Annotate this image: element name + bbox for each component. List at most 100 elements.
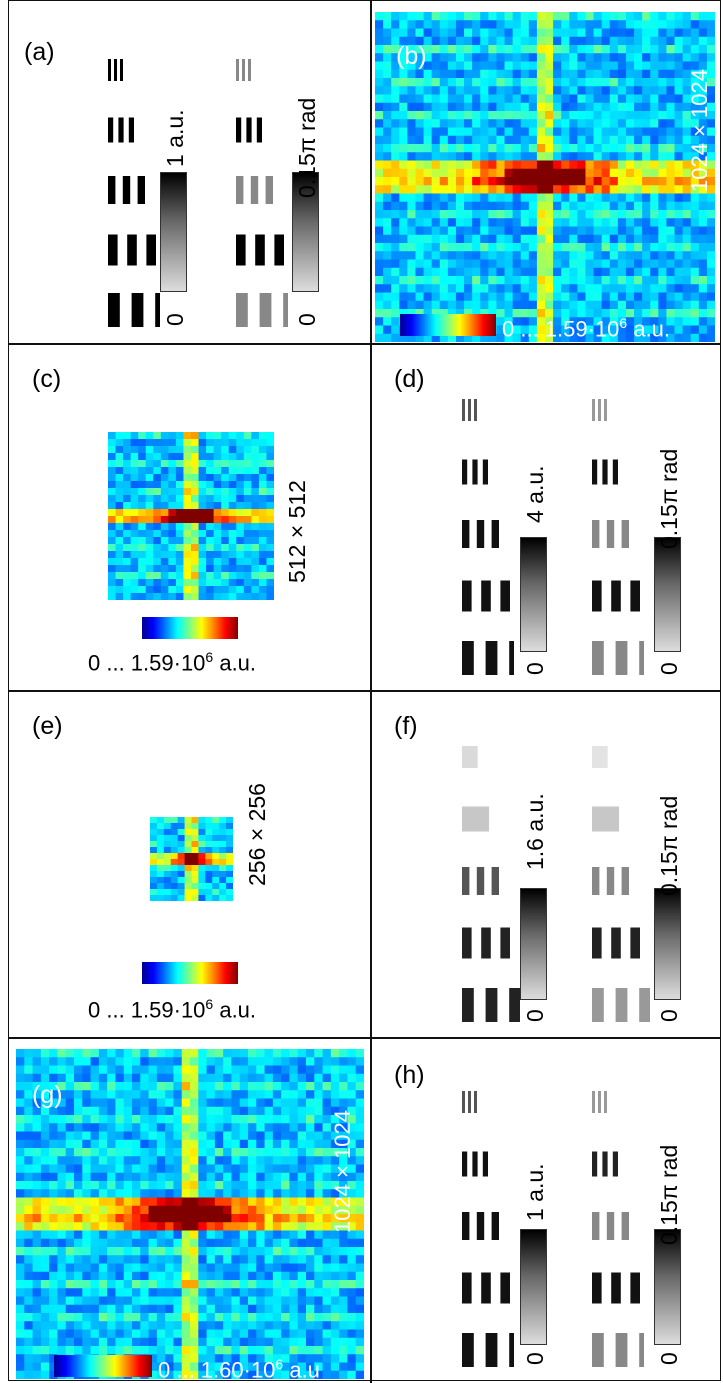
- spectrum-pixel: [407, 161, 416, 170]
- spectrum-pixel: [513, 86, 522, 95]
- spectrum-pixel: [666, 293, 675, 302]
- spectrum-pixel: [683, 194, 692, 203]
- spectrum-pixel: [190, 1264, 199, 1273]
- spectrum-pixel: [149, 1198, 158, 1207]
- spectrum-pixel: [634, 276, 643, 285]
- spectrum-pixel: [123, 558, 131, 566]
- spectrum-pixel: [432, 202, 441, 211]
- spectrum-pixel: [407, 251, 416, 260]
- panel-label: (e): [32, 714, 63, 739]
- spectrum-pixel: [314, 1280, 323, 1289]
- spectrum-pixel: [138, 537, 146, 545]
- spectrum-pixel: [231, 1264, 240, 1273]
- spectrum-pixel: [634, 243, 643, 252]
- spectrum-pixel: [314, 1198, 323, 1207]
- spectrum-pixel: [168, 565, 176, 573]
- spectrum-pixel: [448, 293, 457, 302]
- spectrum-pixel: [440, 194, 449, 203]
- spectrum-pixel: [132, 1057, 141, 1066]
- spectrum-pixel: [140, 1057, 149, 1066]
- spectrum-pixel: [82, 1264, 91, 1273]
- spectrum-pixel: [331, 1297, 340, 1306]
- spectrum-pixel: [666, 103, 675, 112]
- spectrum-pixel: [131, 460, 139, 468]
- spectrum-pixel: [594, 210, 603, 219]
- amplitude-max-label: 1 a.u.: [524, 1163, 547, 1221]
- spectrum-pixel: [57, 1156, 66, 1165]
- spectrum-pixel: [223, 1082, 232, 1091]
- spectrum-pixel: [140, 1288, 149, 1297]
- spectrum-pixel: [214, 495, 222, 503]
- spectrum-pixel: [256, 1321, 265, 1330]
- spectrum-pixel: [57, 1049, 66, 1058]
- spectrum-pixel: [82, 1057, 91, 1066]
- spectrum-pixel: [265, 1288, 274, 1297]
- target-bar: [108, 59, 111, 81]
- phase-bar-targets: [584, 375, 644, 685]
- spectrum-pixel: [74, 1313, 83, 1322]
- spectrum-pixel: [57, 1321, 66, 1330]
- spectrum-pixel: [356, 1198, 364, 1207]
- spectrum-pixel: [505, 37, 514, 46]
- spectrum-pixel: [521, 251, 530, 260]
- spectrum-pixel: [683, 309, 692, 318]
- spectrum-pixel: [577, 227, 586, 236]
- spectrum-pixel: [585, 70, 594, 79]
- target-bar: [132, 293, 144, 327]
- spectrum-pixel: [594, 185, 603, 194]
- spectrum-pixel: [375, 177, 384, 186]
- spectrum-pixel: [266, 460, 274, 468]
- spectrum-pixel: [66, 1049, 75, 1058]
- spectrum-pixel: [176, 432, 184, 440]
- spectrum-pixel: [281, 1049, 290, 1058]
- spectrum-pixel: [229, 467, 237, 475]
- spectrum-pixel: [259, 488, 267, 496]
- spectrum-pixel: [215, 1297, 224, 1306]
- spectrum-pixel: [415, 95, 424, 104]
- spectrum-pixel: [207, 1123, 216, 1132]
- spectrum-pixel: [176, 523, 184, 531]
- spectrum-pixel: [178, 871, 186, 878]
- spectrum-pixel: [440, 268, 449, 277]
- spectrum-pixel: [480, 37, 489, 46]
- spectrum-pixel: [610, 144, 619, 153]
- panel-label: (c): [32, 367, 61, 392]
- spectrum-pixel: [306, 1313, 315, 1322]
- phase-bar-targets: [584, 722, 650, 1032]
- spectrum-pixel: [323, 1272, 332, 1281]
- spectrum-pixel: [215, 1173, 224, 1182]
- spectrum-pixel: [347, 1049, 356, 1058]
- spectrum-pixel: [658, 119, 667, 128]
- spectrum-pixel: [642, 53, 651, 62]
- spectrum-pixel: [157, 1321, 166, 1330]
- spectrum-pixel: [585, 20, 594, 29]
- amplitude-bar-targets: [454, 375, 514, 685]
- spectrum-pixel: [149, 1173, 158, 1182]
- spectrum-pixel: [24, 1330, 33, 1339]
- spectrum-pixel: [146, 565, 154, 573]
- spectrum-pixel: [480, 260, 489, 269]
- spectrum-pixel: [256, 1115, 265, 1124]
- spectrum-pixel: [185, 883, 193, 890]
- spectrum-pixel: [199, 523, 207, 531]
- spectrum-pixel: [683, 218, 692, 227]
- spectrum-pixel: [634, 119, 643, 128]
- spectrum-pixel: [666, 86, 675, 95]
- spectrum-pixel: [569, 111, 578, 120]
- spectrum-pixel: [161, 565, 169, 573]
- spectrum-pixel: [545, 111, 554, 120]
- spectrum-pixel: [683, 284, 692, 293]
- spectrum-pixel: [666, 45, 675, 54]
- spectrum-pixel: [464, 185, 473, 194]
- spectrum-pixel: [699, 218, 708, 227]
- spectrum-pixel: [537, 218, 546, 227]
- spectrum-pixel: [281, 1090, 290, 1099]
- spectrum-pixel: [650, 53, 659, 62]
- spectrum-pixel: [191, 537, 199, 545]
- spectrum-pixel: [383, 202, 392, 211]
- spectrum-pixel: [221, 474, 229, 482]
- spectrum-pixel: [472, 276, 481, 285]
- target-bar: [246, 118, 251, 143]
- spectrum-pixel: [49, 1165, 58, 1174]
- target-bar: [462, 460, 467, 485]
